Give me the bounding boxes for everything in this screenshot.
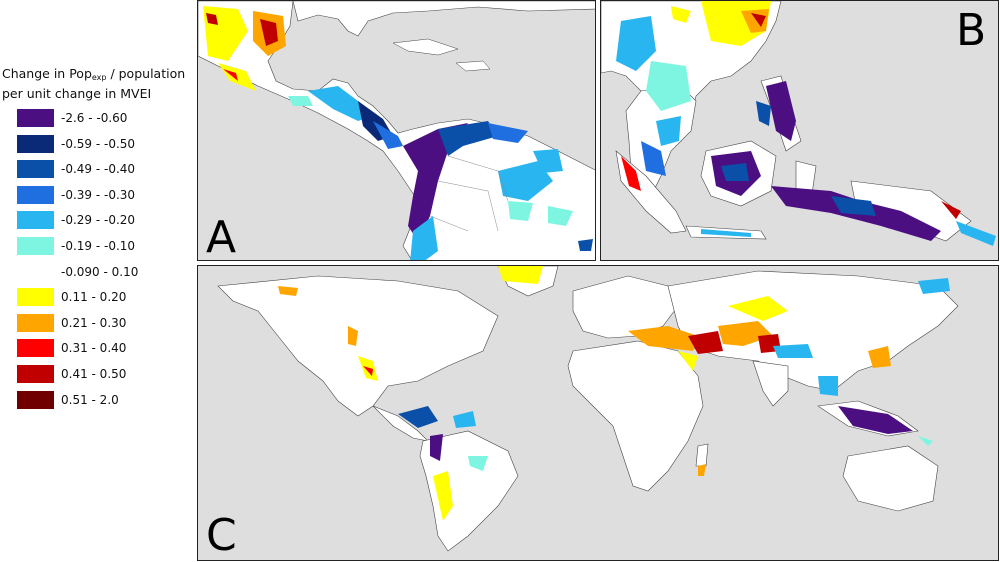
legend-label: -0.29 - -0.20 <box>61 213 136 228</box>
map-b <box>601 1 996 246</box>
values-amazon <box>498 149 593 251</box>
legend-label: -0.090 - 0.10 <box>61 264 139 279</box>
legend-label: 0.11 - 0.20 <box>61 290 127 305</box>
land-hispaniola <box>455 60 491 72</box>
values-south-china <box>671 1 771 46</box>
land-asia <box>667 270 959 392</box>
land-madagascar <box>695 443 709 467</box>
legend-label: 0.21 - 0.30 <box>61 315 127 330</box>
legend-item: -0.39 - -0.30 <box>17 185 197 206</box>
map-panel-a: A <box>197 0 596 261</box>
legend-swatch <box>17 185 54 204</box>
legend-label: -2.6 - -0.60 <box>61 111 128 125</box>
map-a <box>198 1 595 260</box>
legend-swatch <box>17 390 54 409</box>
legend-swatch <box>17 109 54 127</box>
legend-item: 0.11 - 0.20 <box>17 288 197 308</box>
legend-swatch <box>17 262 54 281</box>
legend-item: -0.49 - -0.40 <box>17 160 197 180</box>
map-panel-b: B <box>600 0 999 261</box>
legend-swatch <box>17 339 54 358</box>
values-mexico <box>203 6 286 91</box>
legend-swatch <box>17 211 54 230</box>
legend-item: -2.6 - -0.60 <box>17 109 197 129</box>
legend-swatch <box>17 134 54 153</box>
legend-item: -0.59 - -0.50 <box>17 134 197 155</box>
map-c <box>217 266 959 552</box>
legend-item: 0.51 - 2.0 <box>17 390 197 411</box>
land-india <box>752 360 789 407</box>
values-islands <box>621 81 996 246</box>
legend-label: 0.41 - 0.50 <box>61 367 127 381</box>
legend-swatch <box>17 313 54 332</box>
values-central-america <box>288 86 403 149</box>
land-cuba <box>392 38 459 56</box>
map-panel-c: C <box>197 265 999 561</box>
legend-item: -0.090 - 0.10 <box>17 262 197 283</box>
legend-swatch <box>17 237 54 255</box>
legend-label: 0.51 - 2.0 <box>61 392 119 407</box>
panel-letter-b: B <box>956 5 987 56</box>
legend-item: -0.29 - -0.20 <box>17 211 197 231</box>
legend-swatch <box>17 160 54 179</box>
legend-label: -0.49 - -0.40 <box>61 162 136 177</box>
legend-label: -0.39 - -0.30 <box>61 187 136 202</box>
legend-label: 0.31 - 0.40 <box>61 341 127 356</box>
legend-item: 0.41 - 0.50 <box>17 365 197 385</box>
land-us-gulf <box>292 1 595 37</box>
legend-swatch <box>17 288 54 307</box>
land-south-america <box>419 430 519 552</box>
legend-item: -0.19 - -0.10 <box>17 237 197 257</box>
legend-item: 0.31 - 0.40 <box>17 339 197 359</box>
values-indochina <box>616 16 691 176</box>
legend-label: -0.59 - -0.50 <box>61 136 136 151</box>
legend-title-line2: per unit change in MVEI <box>2 86 152 101</box>
legend-title: Change in Popexp / population per unit c… <box>2 66 185 102</box>
legend-title-line1: Change in Popexp / population <box>2 66 186 82</box>
legend-swatch <box>17 365 54 383</box>
values-andes <box>403 121 528 260</box>
legend-label: -0.19 - -0.10 <box>61 239 136 253</box>
legend-item: 0.21 - 0.30 <box>17 313 197 334</box>
land-north-america <box>217 275 499 417</box>
values-world <box>278 266 950 521</box>
land-africa <box>567 340 704 492</box>
panel-letter-c: C <box>206 510 237 561</box>
land-mexico <box>198 1 595 260</box>
land-australia <box>842 445 939 512</box>
panel-letter-a: A <box>206 212 237 261</box>
